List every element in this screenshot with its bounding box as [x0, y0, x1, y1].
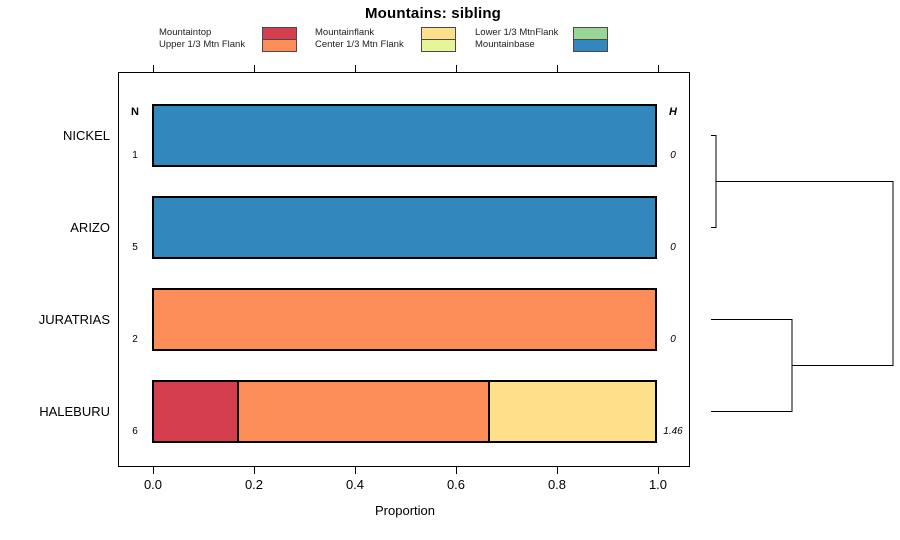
stacked-bar: [152, 104, 657, 167]
legend-swatch: [422, 39, 455, 51]
entropy-column-header: H: [669, 106, 677, 118]
count-value: 6: [132, 426, 138, 437]
count-value: 2: [132, 334, 138, 345]
axis-tick-top: [455, 65, 457, 72]
stacked-bar: [152, 196, 657, 259]
bar-segment: [154, 290, 655, 349]
dendrogram-branch: [715, 181, 894, 366]
axis-tick-bottom: [556, 467, 558, 474]
axis-tick-top: [657, 65, 659, 72]
count-column-header: N: [131, 106, 139, 118]
bar-segment: [154, 106, 655, 165]
legend-label: Upper 1/3 Mtn Flank: [159, 38, 246, 50]
axis-tick-top: [253, 65, 255, 72]
count-value: 1: [132, 150, 138, 161]
bar-segment: [154, 382, 237, 441]
axis-tick-top: [354, 65, 356, 72]
y-category-label: HALEBURU: [39, 404, 110, 419]
axis-tick-label: 0.2: [244, 477, 264, 492]
legend-swatch: [574, 28, 607, 39]
legend-label: Center 1/3 Mtn Flank: [315, 38, 404, 50]
legend-label: Lower 1/3 MtnFlank: [475, 27, 559, 38]
legend-swatch: [422, 28, 455, 39]
axis-tick-bottom: [152, 467, 154, 474]
y-category-label: JURATRIAS: [38, 312, 110, 327]
legend-swatch: [263, 39, 296, 51]
axis-tick-bottom: [253, 467, 255, 474]
axis-tick-label: 0.6: [446, 477, 466, 492]
dendrogram-branch: [711, 319, 793, 412]
legend-column-labels: Mountaintop Upper 1/3 Mtn Flank: [159, 27, 245, 50]
axis-tick-bottom: [455, 467, 457, 474]
axis-tick-label: 0.4: [345, 477, 365, 492]
legend-swatch: [574, 39, 607, 51]
chart-title: Mountains: sibling: [364, 5, 502, 22]
legend-column-labels: Lower 1/3 MtnFlank Mountainbase: [475, 27, 558, 50]
entropy-value: 1.46: [663, 426, 683, 437]
entropy-value: 0: [670, 242, 676, 253]
x-axis-title: Proportion: [375, 503, 435, 518]
dendrogram-branch: [711, 135, 717, 228]
bar-segment: [487, 382, 655, 441]
legend-column-swatches: [262, 27, 297, 52]
legend-column-swatches: [421, 27, 456, 52]
axis-tick-top: [152, 65, 154, 72]
legend-label: Mountainbase: [475, 38, 535, 50]
entropy-value: 0: [670, 150, 676, 161]
bar-segment: [154, 198, 655, 257]
legend-label: Mountaintop: [159, 27, 212, 38]
bar-segment: [237, 382, 488, 441]
plot-area: [118, 72, 690, 467]
legend-swatch: [263, 28, 296, 39]
count-value: 5: [132, 242, 138, 253]
axis-tick-bottom: [657, 467, 659, 474]
axis-tick-label: 0.8: [547, 477, 567, 492]
axis-tick-top: [556, 65, 558, 72]
legend-column-labels: Mountainflank Center 1/3 Mtn Flank: [315, 27, 404, 50]
axis-tick-bottom: [354, 467, 356, 474]
stacked-bar: [152, 380, 657, 443]
stacked-bar: [152, 288, 657, 351]
y-category-label: NICKEL: [63, 128, 110, 143]
axis-tick-label: 1.0: [648, 477, 668, 492]
axis-tick-label: 0.0: [143, 477, 163, 492]
y-category-label: ARIZO: [70, 220, 110, 235]
entropy-value: 0: [670, 334, 676, 345]
legend-label: Mountainflank: [315, 27, 375, 38]
legend-column-swatches: [573, 27, 608, 52]
